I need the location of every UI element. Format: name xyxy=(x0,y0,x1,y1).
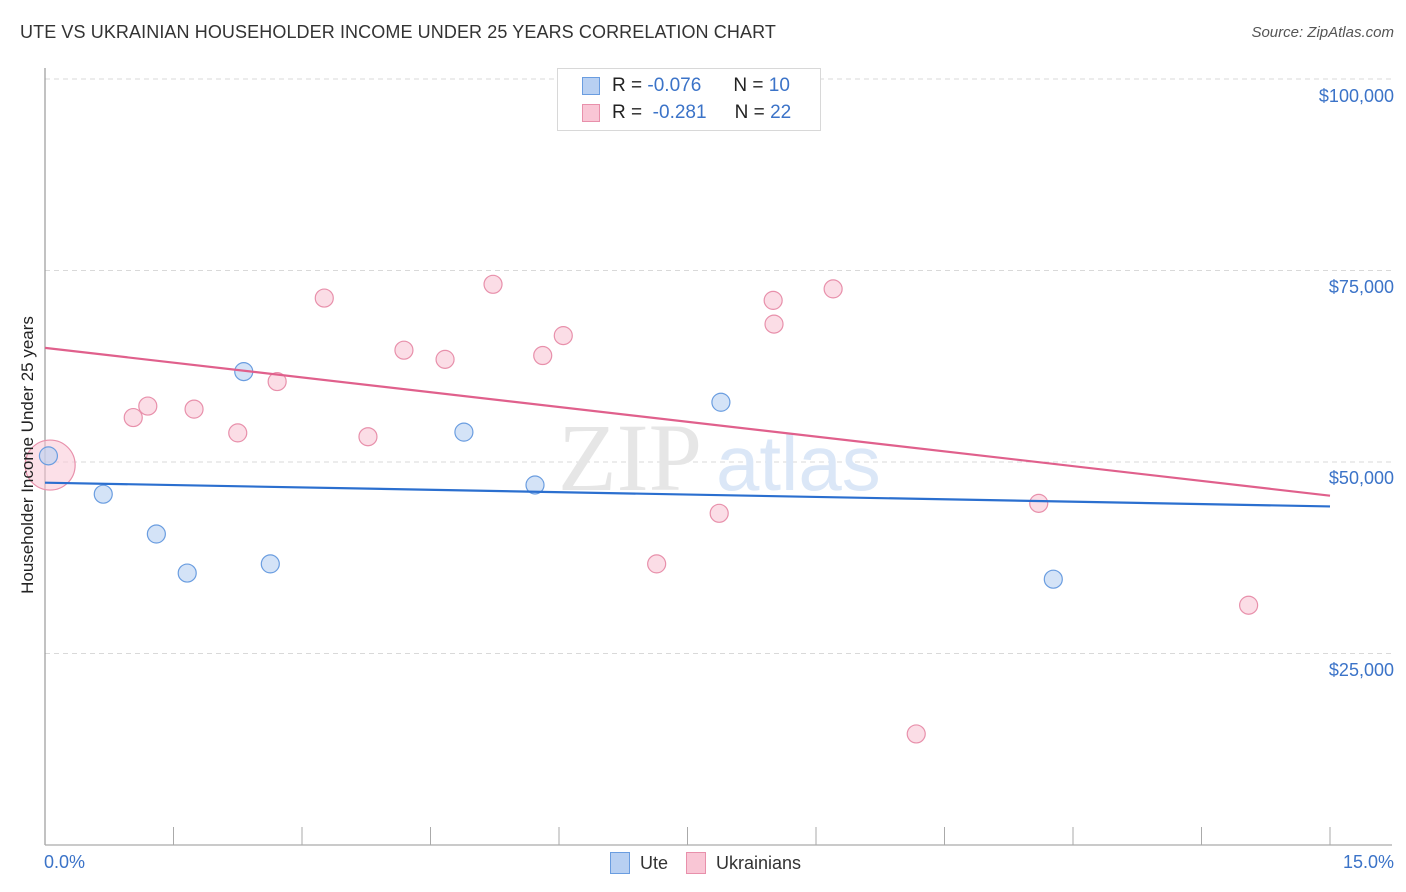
data-point xyxy=(138,396,158,416)
data-point xyxy=(1029,493,1049,513)
ukrainians-trend-line xyxy=(44,346,1331,497)
data-point xyxy=(823,279,843,299)
data-point xyxy=(260,554,280,574)
correlation-legend: R = -0.076 N = 10 R = -0.281 N = 22 xyxy=(557,68,821,131)
n-label: N = xyxy=(733,75,764,96)
legend-item-ukrainians[interactable]: Ukrainians xyxy=(686,852,801,874)
legend-label: Ute xyxy=(640,852,669,873)
data-point xyxy=(483,274,503,294)
data-point xyxy=(394,340,414,360)
trend-lines xyxy=(44,346,1331,508)
ukrainians-swatch-icon xyxy=(582,104,600,122)
data-point xyxy=(228,423,248,443)
n-label: N = xyxy=(734,102,765,123)
legend-row-ute: R = -0.076 N = 10 xyxy=(582,73,790,99)
y-tick-50000: $50,000 xyxy=(1328,468,1394,488)
data-point xyxy=(358,427,378,447)
data-point xyxy=(146,524,166,544)
ukrainians-swatch-icon xyxy=(686,852,707,874)
ute-swatch-icon xyxy=(610,852,630,874)
source-credit: Source: ZipAtlas.com xyxy=(1251,24,1394,41)
watermark-atlas: atlas xyxy=(716,419,881,507)
r-label: R = xyxy=(612,75,643,96)
legend-row-ukrainians: R = -0.281 N = 22 xyxy=(582,100,791,126)
r-value: -0.281 xyxy=(652,102,707,123)
data-point xyxy=(123,407,143,428)
r-value: -0.076 xyxy=(647,75,702,96)
data-point xyxy=(764,314,784,334)
n-value: 22 xyxy=(770,102,792,123)
data-point xyxy=(93,484,113,504)
data-point xyxy=(38,446,59,466)
y-tick-25000: $25,000 xyxy=(1328,660,1394,680)
series-legend: Ute Ukrainians xyxy=(610,852,819,874)
data-point xyxy=(314,288,334,308)
data-point xyxy=(177,563,197,583)
ute-points xyxy=(38,362,1063,589)
n-value: 10 xyxy=(768,75,790,96)
data-point xyxy=(763,290,783,310)
data-point xyxy=(647,554,667,574)
ute-swatch-icon xyxy=(582,77,600,95)
x-tick-max: 15.0% xyxy=(1342,852,1394,872)
data-point xyxy=(525,475,545,495)
data-point xyxy=(435,349,455,369)
x-tick-min: 0.0% xyxy=(44,852,86,872)
legend-item-ute[interactable]: Ute xyxy=(610,852,668,874)
y-tick-75000: $75,000 xyxy=(1328,277,1394,297)
r-label: R = xyxy=(612,102,643,123)
data-point xyxy=(454,422,474,442)
ute-trend-line xyxy=(44,481,1331,508)
data-point xyxy=(1043,569,1063,589)
y-tick-100000: $100,000 xyxy=(1318,86,1394,106)
data-point xyxy=(906,724,926,744)
data-point xyxy=(709,503,729,523)
data-point xyxy=(267,371,287,392)
data-point xyxy=(533,345,553,366)
data-point xyxy=(711,392,731,412)
data-point xyxy=(553,326,573,346)
data-point xyxy=(184,399,204,419)
chart-title: UTE VS UKRAINIAN HOUSEHOLDER INCOME UNDE… xyxy=(20,22,776,42)
y-axis-label: Householder Income Under 25 years xyxy=(18,316,37,594)
ukrainians-points xyxy=(24,107,1259,744)
legend-label: Ukrainians xyxy=(716,852,802,873)
data-point xyxy=(1239,595,1259,615)
